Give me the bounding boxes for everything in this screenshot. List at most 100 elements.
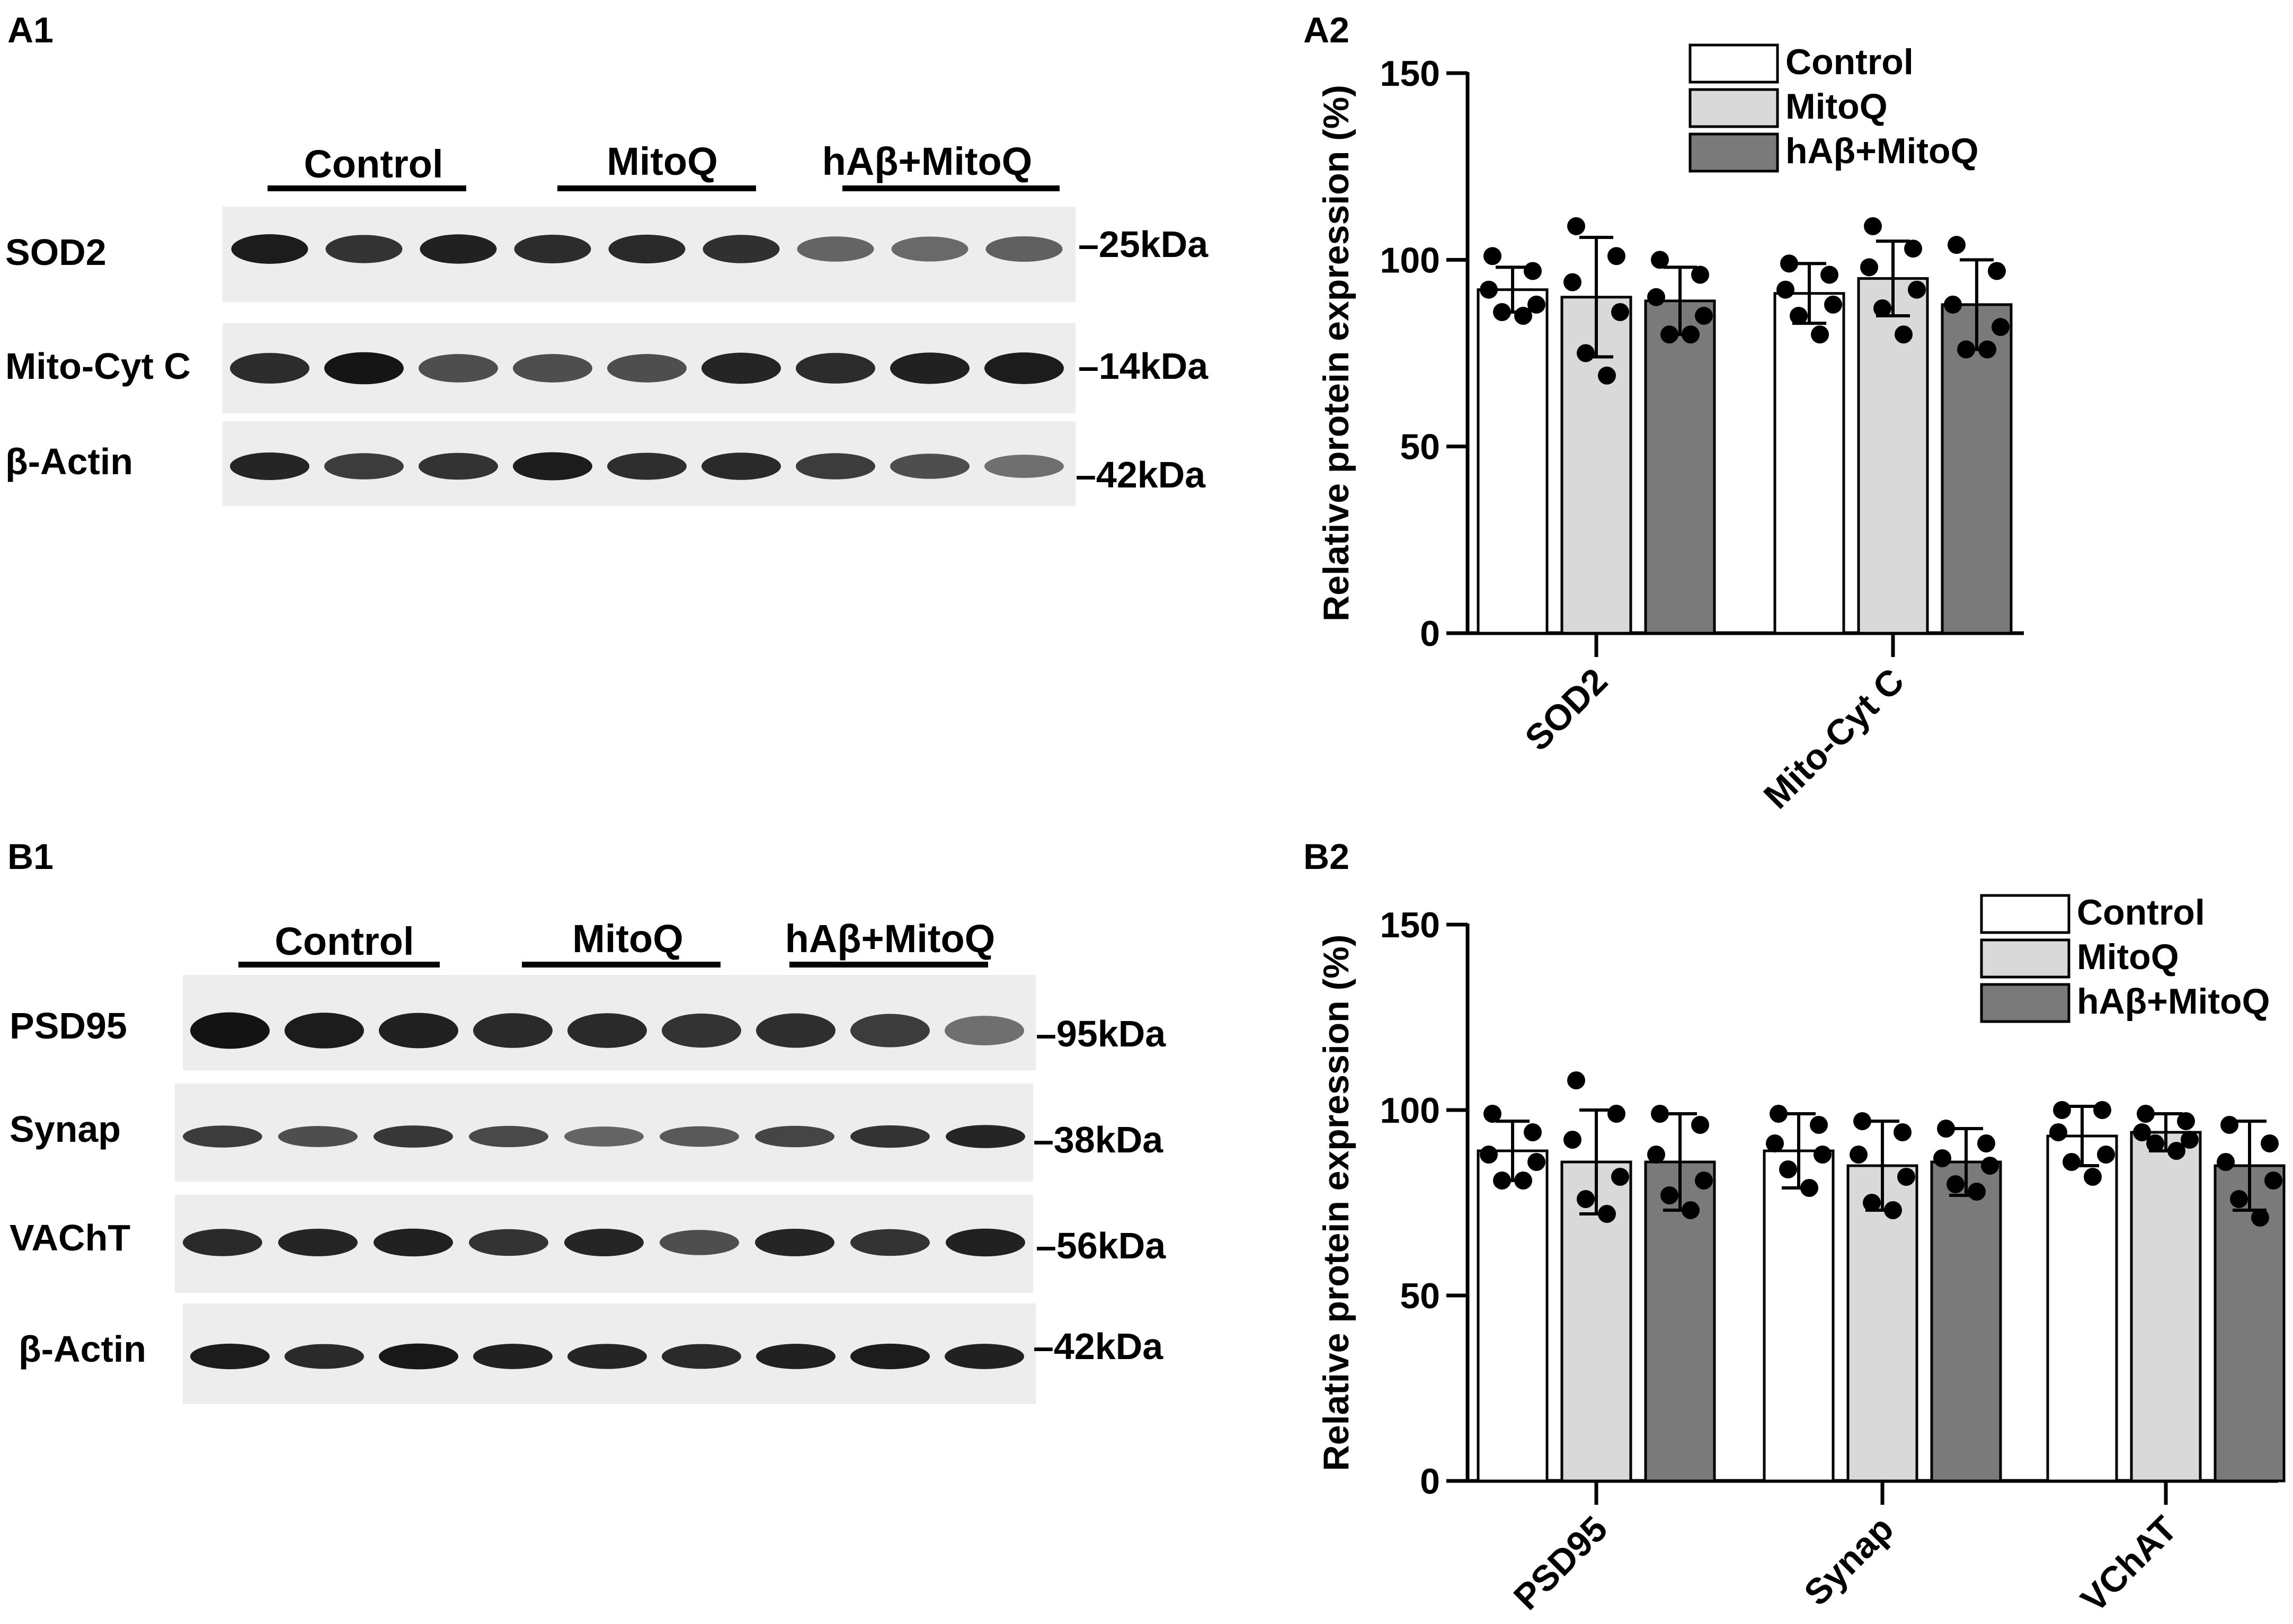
legend-swatch [1688, 88, 1779, 128]
data-point [1904, 239, 1922, 258]
blot-group-bar [557, 185, 756, 191]
data-point [1790, 307, 1808, 325]
x-tick-label: PSD95 [1506, 1508, 1615, 1618]
blot-band [755, 1228, 834, 1257]
data-point [2097, 1146, 2115, 1164]
data-point [2133, 1123, 2151, 1141]
blot-group-label: hAβ+MitoQ [785, 917, 996, 961]
legend-label: hAβ+MitoQ [2077, 981, 2270, 1022]
data-point [1567, 1071, 1585, 1089]
data-point [2230, 1190, 2248, 1208]
blot-size-marker: –25kDa [1078, 224, 1208, 265]
blot-band [662, 1013, 741, 1048]
blot-band [374, 1125, 453, 1148]
data-point [1514, 307, 1532, 325]
data-point [1695, 1172, 1713, 1190]
data-point [1682, 325, 1700, 344]
data-point [1810, 1116, 1828, 1134]
data-point [1563, 273, 1581, 291]
data-point [2261, 1134, 2279, 1152]
blot-band [419, 452, 498, 480]
data-point [2053, 1101, 2071, 1119]
blot-bands [190, 1012, 1024, 1049]
data-point [1853, 1112, 1871, 1130]
blot-band [379, 1013, 458, 1049]
x-tick-label: Synap [1797, 1508, 1901, 1613]
data-point [1800, 1179, 1818, 1197]
data-point [2137, 1105, 2155, 1123]
data-point [1981, 1157, 1999, 1175]
blot-band [420, 234, 497, 264]
blot-row-label: SOD2 [5, 232, 106, 273]
blot-band [701, 352, 781, 384]
blot-strip [183, 1303, 1036, 1404]
blot-size-marker: –56kDa [1036, 1225, 1166, 1266]
blot-band [190, 1012, 270, 1049]
blot-size-marker: –95kDa [1036, 1013, 1166, 1054]
data-point [1948, 236, 1966, 254]
y-tick-label: 150 [1380, 54, 1440, 94]
data-point [1992, 318, 2010, 336]
blot-band [984, 455, 1064, 478]
blot-band [891, 236, 968, 262]
data-point [1895, 325, 1913, 344]
blot-group-label: Control [274, 919, 414, 963]
blot-band [513, 452, 592, 481]
blot-band [945, 1344, 1024, 1369]
bar [1644, 1160, 1716, 1483]
legend-swatch [1688, 43, 1779, 84]
blot-group-bar [268, 185, 466, 191]
bar [1477, 288, 1549, 635]
blot-band [183, 1125, 262, 1148]
y-tick-label: 50 [1400, 427, 1440, 467]
bar [1846, 1164, 1918, 1483]
blot-band [324, 453, 404, 480]
blot-bands [231, 234, 1063, 264]
blot-band [756, 1344, 836, 1369]
bar [1477, 1149, 1549, 1483]
bar [2130, 1131, 2202, 1483]
data-point [1691, 265, 1709, 284]
x-tick-label: VChAT [2073, 1508, 2184, 1620]
y-axis-label: Relative protein expression (%) [1316, 935, 1356, 1471]
blot-group-bar [522, 962, 721, 968]
bar [1763, 1149, 1835, 1483]
blot-band [945, 1016, 1024, 1045]
blot-strip [223, 207, 1076, 302]
data-point [1647, 1146, 1665, 1164]
data-point [1598, 1205, 1616, 1223]
bar-chart-a2: 0 50 100 150 Relative protein expression (%)… [1316, 42, 2024, 817]
data-point [1527, 1153, 1545, 1171]
data-point [1647, 288, 1665, 306]
data-point [1779, 1160, 1797, 1178]
data-point [1937, 1120, 1955, 1138]
x-tick-label: SOD2 [1517, 661, 1615, 759]
data-point [1660, 325, 1678, 344]
blot-band [985, 236, 1063, 262]
blot-band [608, 234, 686, 264]
blot-band [850, 1014, 930, 1048]
data-point [2063, 1153, 2081, 1171]
legend-swatch [1980, 983, 2070, 1023]
data-point [1957, 340, 1975, 359]
data-point [1814, 1146, 1832, 1164]
blot-band [514, 234, 591, 264]
blot-band [946, 1125, 1025, 1148]
data-point [2181, 1131, 2199, 1149]
legend-label: MitoQ [2077, 937, 2179, 977]
blot-band [701, 452, 781, 480]
bar [1857, 277, 1929, 635]
data-point [2049, 1123, 2067, 1141]
blot-band [278, 1126, 358, 1147]
blot-band [564, 1228, 644, 1257]
data-point [1493, 303, 1511, 321]
legend-label: MitoQ [1785, 86, 1888, 127]
legend-swatch [1980, 894, 2070, 934]
data-point [1682, 1201, 1700, 1219]
blot-size-marker: –42kDa [1076, 454, 1206, 495]
data-point [1864, 217, 1882, 235]
blot-band [183, 1229, 262, 1256]
data-point [2251, 1209, 2269, 1227]
data-point [1607, 247, 1625, 265]
data-point [1894, 1123, 1912, 1141]
